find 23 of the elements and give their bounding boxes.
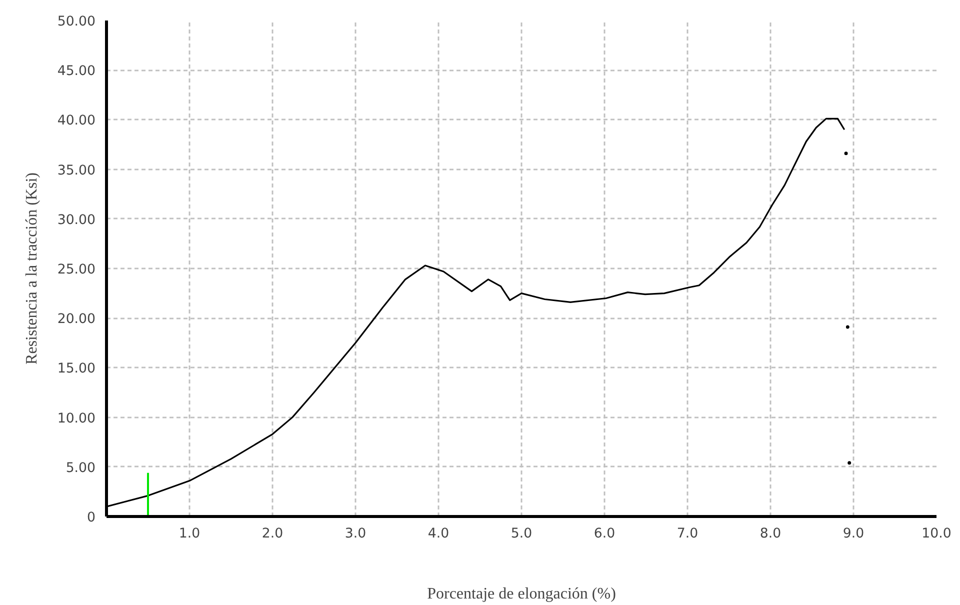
x-tick-label: 5.0 [510, 526, 532, 542]
y-axis-title: Resistencia a la tracción (Ksi) [23, 172, 40, 364]
x-axis-title: Porcentaje de elongación (%) [427, 586, 616, 602]
x-tick-label: 3.0 [344, 526, 366, 542]
y-tick-label: 40.00 [57, 114, 96, 129]
y-tick-label: 45.00 [57, 64, 96, 80]
x-tick-label: 10.0 [922, 526, 952, 542]
y-tick-label: 35.00 [57, 163, 96, 178]
x-tick-label: 1.0 [178, 526, 200, 542]
y-tick-label: 15.00 [57, 362, 96, 377]
y-tick-label: 25.00 [57, 262, 96, 278]
y-tick-label: 0 [87, 510, 96, 526]
x-tick-label: 8.0 [760, 526, 782, 542]
y-tick-label: 5.00 [66, 460, 96, 476]
x-tick-label: 4.0 [428, 526, 450, 542]
x-tick-label: 9.0 [842, 526, 864, 542]
y-tick-label: 30.00 [57, 212, 96, 228]
y-tick-label: 20.00 [57, 312, 96, 328]
y-tick-label: 50.00 [57, 14, 96, 30]
y-tick-label: 10.00 [57, 411, 96, 426]
x-tick-label: 6.0 [594, 526, 616, 542]
x-tick-label: 2.0 [262, 526, 284, 542]
x-tick-label: 7.0 [676, 526, 698, 542]
